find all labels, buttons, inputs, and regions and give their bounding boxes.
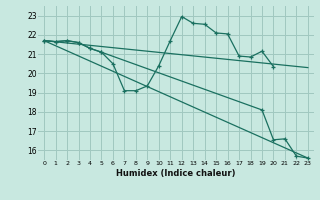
X-axis label: Humidex (Indice chaleur): Humidex (Indice chaleur) <box>116 169 236 178</box>
